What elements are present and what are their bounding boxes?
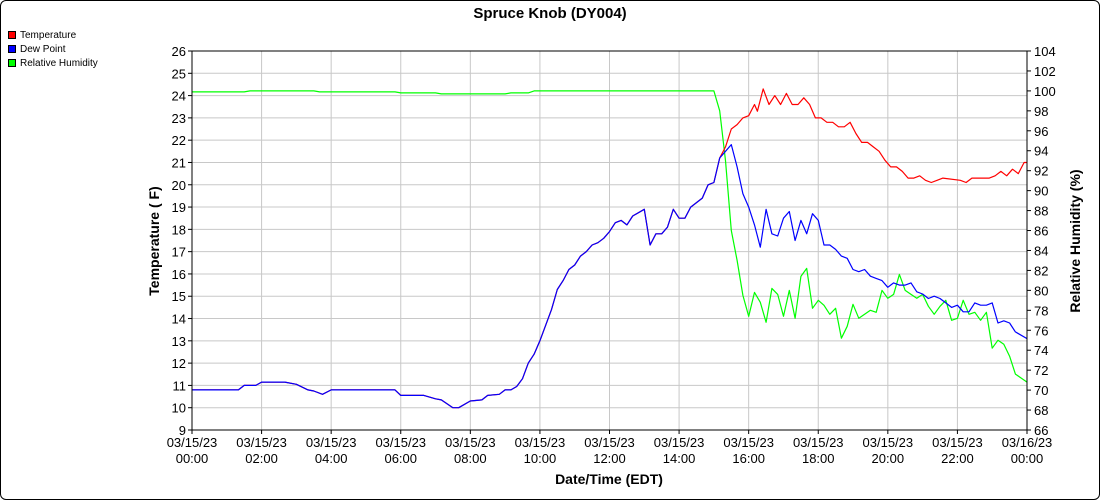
y-tick-label: 21	[172, 155, 186, 170]
y-tick-label: 25	[172, 66, 186, 81]
series-line-relative-humidity	[192, 90, 1028, 383]
y-tick-label: 26	[172, 44, 186, 59]
legend-item-dew-point: Dew Point	[8, 42, 98, 56]
legend-item-relative-humidity: Relative Humidity	[8, 56, 98, 70]
y2-tick-label: 100	[1034, 84, 1056, 99]
y-tick-label: 18	[172, 222, 186, 237]
y2-tick-label: 74	[1034, 343, 1048, 358]
y2-tick-label: 90	[1034, 184, 1048, 199]
legend-item-temperature: Temperature	[8, 28, 98, 42]
y2-tick-label: 84	[1034, 243, 1048, 258]
x-tick-time-label: 14:00	[663, 451, 696, 466]
y2-tick-label: 86	[1034, 224, 1048, 239]
series-line-dew-point	[192, 144, 1028, 409]
y2-tick-label: 76	[1034, 323, 1048, 338]
x-tick-time-label: 12:00	[593, 451, 626, 466]
y-tick-label: 12	[172, 356, 186, 371]
y-tick-label: 15	[172, 289, 186, 304]
y-tick-label: 11	[173, 378, 187, 393]
y-tick-label: 16	[172, 267, 186, 282]
y-tick-label: 23	[172, 111, 186, 126]
legend-swatch-temperature	[8, 31, 16, 39]
y-tick-label: 19	[172, 200, 186, 215]
y2-tick-label: 80	[1034, 283, 1048, 298]
x-tick-time-label: 00:00	[1011, 451, 1044, 466]
y2-tick-label: 88	[1034, 204, 1048, 219]
y2-tick-label: 98	[1034, 104, 1048, 119]
x-tick-date-label: 03/15/23	[445, 435, 496, 450]
y2-tick-label: 104	[1034, 44, 1056, 59]
x-tick-date-label: 03/15/23	[515, 435, 566, 450]
x-tick-time-label: 00:00	[176, 451, 209, 466]
x-tick-date-label: 03/15/23	[236, 435, 287, 450]
x-tick-date-label: 03/15/23	[306, 435, 357, 450]
x-tick-time-label: 04:00	[315, 451, 348, 466]
y2-tick-label: 68	[1034, 403, 1048, 418]
y-tick-label: 24	[172, 89, 186, 104]
y2-tick-label: 94	[1034, 144, 1048, 159]
x-tick-time-label: 10:00	[524, 451, 557, 466]
plot-border	[191, 50, 1028, 431]
y2-tick-label: 96	[1034, 124, 1048, 139]
y2-tick-label: 70	[1034, 383, 1048, 398]
legend-swatch-dew-point	[8, 45, 16, 53]
x-tick-date-label: 03/15/23	[654, 435, 705, 450]
series-layer	[192, 88, 1028, 409]
y2-tick-label: 72	[1034, 363, 1048, 378]
x-tick-date-label: 03/15/23	[167, 435, 218, 450]
x-tick-date-label: 03/15/23	[723, 435, 774, 450]
y-axis-label: Temperature ( F)	[146, 186, 162, 295]
x-axis-label: Date/Time (EDT)	[555, 471, 663, 487]
x-tick-date-label: 03/16/23	[1002, 435, 1053, 450]
legend-label-relative-humidity: Relative Humidity	[20, 57, 98, 69]
chart-legend: Temperature Dew Point Relative Humidity	[8, 28, 98, 70]
y-tick-label: 13	[172, 334, 186, 349]
y2-axis-label: Relative Humidity (%)	[1067, 169, 1083, 312]
y-tick-label: 9	[179, 423, 186, 438]
x-tick-date-label: 03/15/23	[932, 435, 983, 450]
y2-tick-label: 66	[1034, 423, 1048, 438]
x-tick-date-label: 03/15/23	[375, 435, 426, 450]
x-tick-time-label: 18:00	[802, 451, 835, 466]
x-tick-date-label: 03/15/23	[584, 435, 635, 450]
axes: 9 10 11 12 13 14 15 16 17 18 19 20 21 22 23 24 25 26 66 68 7…	[167, 44, 1056, 466]
x-tick-time-label: 02:00	[245, 451, 278, 466]
y2-tick-label: 82	[1034, 263, 1048, 278]
y-tick-label: 17	[172, 245, 186, 260]
x-tick-date-label: 03/15/23	[793, 435, 844, 450]
y-tick-label: 14	[172, 312, 186, 327]
x-tick-date-label: 03/15/23	[863, 435, 914, 450]
legend-label-dew-point: Dew Point	[20, 43, 66, 55]
y2-tick-label: 102	[1034, 64, 1056, 79]
y-tick-label: 10	[172, 401, 186, 416]
y-tick-label: 20	[172, 178, 186, 193]
legend-swatch-relative-humidity	[8, 59, 16, 67]
y-tick-label: 22	[172, 133, 186, 148]
legend-label-temperature: Temperature	[20, 29, 77, 41]
chart-title: Spruce Knob (DY004)	[473, 5, 627, 22]
x-tick-time-label: 20:00	[872, 451, 905, 466]
x-tick-time-label: 06:00	[384, 451, 417, 466]
x-tick-time-label: 22:00	[941, 451, 974, 466]
x-tick-time-label: 08:00	[454, 451, 487, 466]
grid-lines	[191, 50, 1028, 431]
x-tick-time-label: 16:00	[732, 451, 765, 466]
y2-tick-label: 78	[1034, 303, 1048, 318]
y2-tick-label: 92	[1034, 164, 1048, 179]
